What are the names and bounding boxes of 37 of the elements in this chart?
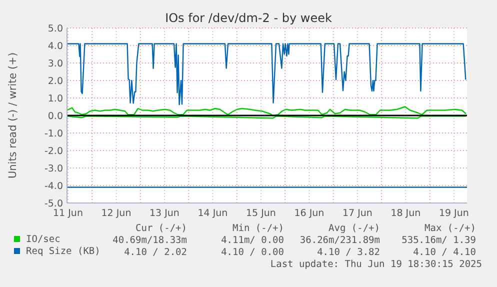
legend-label: Req Size (KB) xyxy=(26,246,100,257)
text: Max (-/+) xyxy=(424,223,476,234)
text: 4.10 / 0.00 xyxy=(221,247,284,258)
y-tick-label: -4.0 xyxy=(44,181,63,192)
y-tick-label: -1.0 xyxy=(44,128,63,140)
y-tick-label: 3.0 xyxy=(48,58,63,70)
y-tick-label: 4.0 xyxy=(48,41,63,52)
y-tick-label: 1.0 xyxy=(48,94,63,104)
y-tick-label: -3.0 xyxy=(44,164,63,174)
text: 535.16m/ 1.39 xyxy=(402,235,476,246)
text: Avg (-/+) xyxy=(328,223,380,234)
text: Last update: Thu Jun 19 18:30:15 2025 xyxy=(270,259,482,270)
text: 4.11m/ 0.00 xyxy=(221,235,284,246)
x-tick-label: 16 Jun xyxy=(294,208,324,219)
x-tick-label: 14 Jun xyxy=(198,208,228,219)
x-tick-label: 11 Jun xyxy=(53,208,83,219)
x-tick-label: 12 Jun xyxy=(101,208,132,219)
y-tick-label: 5.0 xyxy=(48,24,63,34)
text: 36.26m/231.89m xyxy=(300,235,380,246)
legend-label: IO/sec xyxy=(26,234,60,245)
text: 4.10 / 2.02 xyxy=(124,247,187,258)
y-tick-label: 2.0 xyxy=(48,76,63,87)
text: Cur (-/+) xyxy=(136,223,187,234)
y-tick-label: -2.0 xyxy=(44,146,63,157)
text: 40.69m/18.33m xyxy=(112,235,188,246)
x-tick-label: 15 Jun xyxy=(246,208,276,219)
chart-title: IOs for /dev/dm-2 - by week xyxy=(165,11,332,25)
y-tick-label: -5.0 xyxy=(44,198,63,210)
text: 4.10 / 4.10 xyxy=(413,247,476,258)
x-tick-label: 17 Jun xyxy=(342,208,372,219)
text: 4.10 / 3.82 xyxy=(317,247,380,258)
y-tick-label: 0.0 xyxy=(48,111,63,122)
text: Min (-/+) xyxy=(232,223,284,234)
x-tick-label: 19 Jun xyxy=(438,208,469,219)
x-tick-label: 13 Jun xyxy=(150,208,180,219)
x-tick-label: 18 Jun xyxy=(390,208,421,219)
y-axis-title: Units read (-) / write (+) xyxy=(7,52,19,179)
